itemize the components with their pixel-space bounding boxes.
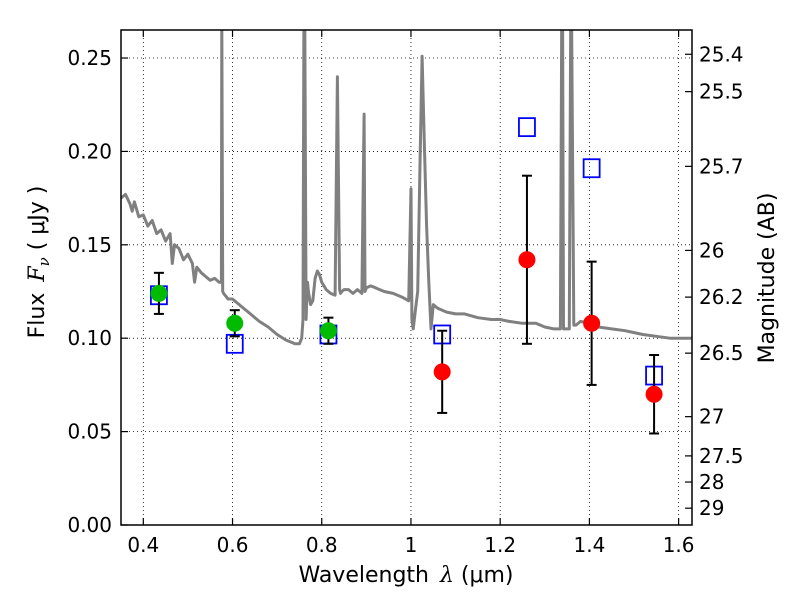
y2-tick-label: 27.5 — [699, 444, 744, 468]
y2-axis-label: Magnitude (AB) — [755, 193, 780, 364]
x-tick-label: 1.2 — [484, 533, 516, 557]
x-tick-label: 0.6 — [217, 533, 249, 557]
y-tick-label: 0.20 — [67, 139, 112, 163]
y2-tick-label: 27 — [699, 405, 724, 429]
y-tick-label: 0.10 — [67, 326, 112, 350]
circle-marker — [226, 314, 244, 332]
y-axis-label: Flux Fν ( μJy ) — [25, 186, 53, 339]
ticks: 0.4 0.6 0.8 1 1.2 1.4 1.6 0.00 0.05 0.10 0.15 0.20 0… — [67, 30, 744, 557]
y-tick-label: 0.25 — [67, 46, 112, 70]
square-marker — [582, 158, 601, 179]
circle-marker — [583, 314, 601, 332]
x-axis-label: Wavelength λ (μm) — [298, 563, 513, 588]
y2-tick-label: 29 — [699, 496, 724, 520]
y2-tick-label: 26.5 — [699, 341, 744, 365]
data-markers — [150, 117, 663, 435]
x-tick-label: 1 — [405, 533, 418, 557]
plot-background — [121, 30, 692, 525]
y2-tick-label: 28 — [699, 470, 724, 494]
x-tick-label: 1.6 — [663, 533, 695, 557]
model-spectrum-line — [121, 30, 692, 346]
circle-marker — [319, 322, 337, 340]
grid — [121, 30, 692, 526]
y2-tick-label: 25.7 — [699, 154, 744, 178]
circle-marker — [518, 251, 536, 269]
circle-marker — [645, 385, 663, 403]
square-marker — [518, 117, 536, 138]
circle-marker — [150, 284, 168, 302]
y-tick-label: 0.05 — [67, 420, 112, 444]
circle-marker — [433, 363, 451, 381]
x-tick-label: 0.8 — [306, 533, 338, 557]
y-tick-label: 0.15 — [67, 233, 112, 257]
x-tick-label: 1.4 — [573, 533, 605, 557]
y2-tick-label: 25.4 — [699, 42, 744, 66]
plot-frame — [120, 29, 693, 526]
y2-tick-label: 26.2 — [699, 285, 744, 309]
y2-tick-label: 26 — [699, 238, 724, 262]
y-tick-label: 0.00 — [67, 513, 112, 537]
x-tick-label: 0.4 — [127, 533, 159, 557]
y2-tick-label: 25.5 — [699, 80, 744, 104]
